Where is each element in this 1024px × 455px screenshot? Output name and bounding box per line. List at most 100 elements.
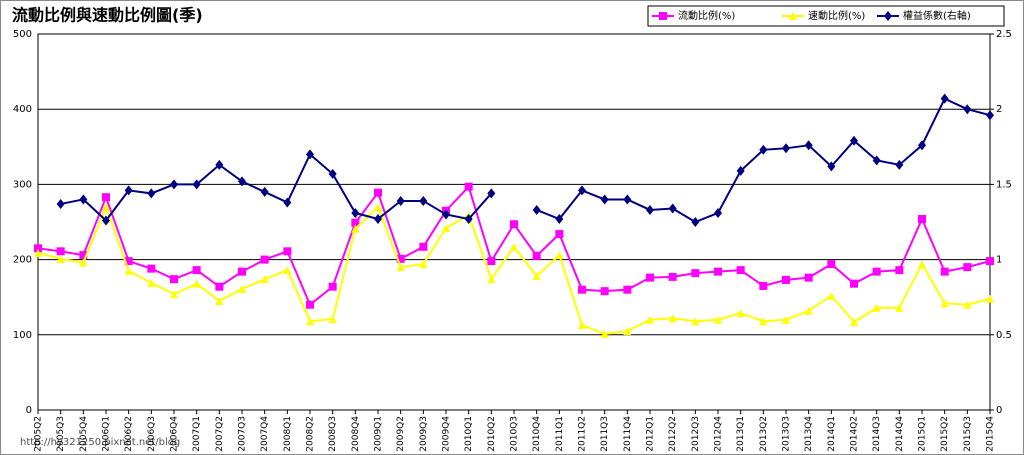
point — [782, 275, 790, 284]
point — [260, 186, 269, 197]
point — [986, 294, 994, 303]
point — [102, 215, 110, 226]
point — [623, 285, 632, 294]
x-tick-label: 2007Q2 — [215, 416, 225, 452]
point — [306, 317, 314, 326]
point — [374, 188, 382, 197]
point — [555, 230, 564, 239]
point — [986, 110, 994, 121]
point — [351, 218, 360, 227]
point — [714, 207, 722, 218]
point — [351, 207, 360, 218]
x-tick-label: 2009Q2 — [396, 416, 406, 452]
point — [192, 266, 201, 275]
x-tick-label: 2007Q4 — [260, 416, 270, 452]
point — [600, 330, 609, 339]
point — [56, 198, 65, 209]
point — [963, 300, 972, 309]
x-tick-label: 2006Q1 — [102, 416, 112, 452]
point — [283, 247, 292, 256]
point — [714, 267, 722, 276]
point — [532, 251, 541, 260]
x-tick-label: 2011Q2 — [578, 416, 588, 452]
point — [884, 11, 892, 21]
x-tick-label: 2010Q2 — [487, 416, 497, 452]
point — [736, 308, 745, 317]
point — [940, 93, 949, 104]
point — [578, 185, 586, 196]
point — [827, 260, 836, 269]
y2-tick-label: 2.5 — [996, 29, 1012, 40]
point — [782, 143, 790, 154]
point — [918, 140, 926, 151]
x-tick-label: 2008Q2 — [306, 416, 316, 452]
x-tick-label: 2008Q4 — [351, 416, 361, 452]
x-tick-label: 2015Q3 — [963, 416, 973, 452]
point — [260, 275, 269, 284]
x-tick-label: 2014Q4 — [895, 416, 905, 452]
point — [872, 267, 881, 276]
y-tick-label: 500 — [13, 29, 32, 40]
point — [79, 194, 88, 205]
point — [147, 188, 156, 199]
legend-label: 權益係數(右軸) — [903, 9, 971, 22]
point — [192, 279, 201, 288]
point — [419, 242, 428, 251]
point — [306, 149, 314, 160]
point — [804, 306, 813, 315]
point — [532, 204, 541, 215]
point — [659, 12, 667, 20]
point — [147, 278, 156, 287]
point — [963, 263, 972, 272]
point — [464, 182, 473, 191]
x-tick-label: 2015Q1 — [918, 416, 928, 452]
point — [691, 217, 700, 227]
point — [789, 12, 797, 20]
x-tick-label: 2015Q2 — [940, 416, 950, 452]
point — [895, 303, 904, 312]
legend-label: 流動比例(%) — [678, 9, 735, 22]
point — [578, 285, 586, 294]
y-tick-label: 100 — [13, 330, 32, 341]
x-tick-label: 2009Q1 — [374, 416, 384, 452]
point — [442, 209, 450, 220]
x-tick-label: 2007Q1 — [192, 416, 202, 452]
point — [124, 257, 133, 266]
point — [600, 287, 609, 296]
x-tick-label: 2012Q1 — [646, 416, 656, 452]
point — [532, 272, 541, 281]
y2-tick-label: 1 — [996, 255, 1002, 266]
x-tick-label: 2010Q1 — [464, 416, 474, 452]
point — [691, 269, 700, 278]
point — [170, 179, 178, 190]
point — [555, 251, 564, 260]
point — [238, 284, 246, 293]
point — [442, 224, 450, 233]
point — [192, 179, 201, 190]
point — [170, 275, 178, 284]
y2-tick-label: 0 — [996, 405, 1002, 416]
point — [555, 213, 564, 224]
point — [79, 258, 88, 267]
point — [691, 317, 700, 326]
x-tick-label: 2011Q1 — [555, 416, 565, 452]
point — [487, 257, 496, 266]
point — [827, 161, 836, 172]
point — [464, 213, 473, 224]
point — [147, 264, 156, 273]
x-tick-label: 2014Q2 — [850, 416, 860, 452]
point — [238, 267, 246, 276]
legend-label: 速動比例(%) — [808, 9, 865, 22]
point — [56, 254, 65, 263]
point — [940, 267, 949, 276]
x-tick-label: 2006Q4 — [170, 416, 180, 452]
point — [646, 273, 654, 282]
point — [238, 176, 246, 187]
y-tick-label: 200 — [13, 255, 32, 266]
point — [714, 315, 722, 324]
point — [283, 266, 292, 275]
point — [759, 281, 768, 290]
y-tick-label: 0 — [26, 405, 32, 416]
x-tick-label: 2009Q4 — [442, 416, 452, 452]
